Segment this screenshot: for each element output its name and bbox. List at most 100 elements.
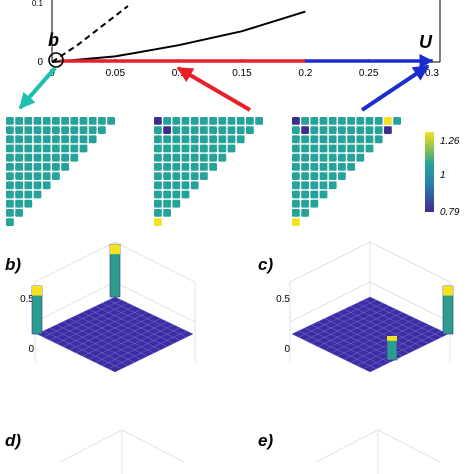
heatmap-cell	[310, 153, 319, 162]
heatmap-cell	[15, 199, 23, 208]
heatmap-cell	[236, 126, 245, 134]
heatmap-cell	[393, 117, 401, 125]
heatmap-cell	[42, 153, 51, 162]
heatmap-cell	[163, 172, 171, 180]
heatmap-cell	[98, 117, 106, 125]
heatmap-cell	[319, 126, 328, 134]
heatmap-cell	[15, 209, 23, 217]
heatmap-cell	[301, 209, 309, 217]
heatmap-cell	[33, 144, 42, 153]
map-b	[6, 117, 115, 226]
heatmap-cell	[181, 163, 190, 171]
heatmap-cell	[190, 153, 199, 162]
heatmap-cell	[301, 117, 309, 125]
heatmap-cell	[246, 126, 254, 134]
heatmap-cell	[365, 135, 374, 144]
heatmap-cell	[24, 163, 33, 171]
heatmap-cell	[154, 135, 162, 144]
heatmap-cell	[365, 126, 374, 134]
heatmap-cell	[79, 126, 88, 134]
heatmap-cell	[181, 172, 190, 180]
z-tick-0.5: 0.5	[20, 294, 34, 305]
panel-a-line-chart: 0 0.1 00.050.10.150.20.250.3 b U	[32, 0, 441, 79]
heatmap-cell	[384, 126, 392, 134]
heatmap-cell	[52, 153, 60, 162]
surface	[291, 296, 449, 373]
heatmap-cell	[6, 209, 14, 217]
heatmap-cell	[310, 117, 319, 125]
heatmap-cell	[154, 117, 162, 125]
heatmap-cell	[365, 117, 374, 125]
heatmap-cell	[6, 172, 14, 180]
heatmap-cell	[33, 181, 42, 190]
heatmap-cell	[200, 126, 208, 134]
peak-bar	[31, 285, 43, 335]
heatmap-cell	[33, 163, 42, 171]
heatmap-cell	[88, 117, 97, 125]
heatmap-cell	[319, 163, 328, 171]
heatmap-cell	[15, 172, 23, 180]
heatmap-cell	[319, 181, 328, 190]
panel-d-wireframe	[59, 429, 185, 474]
heatmap-cell	[154, 153, 162, 162]
heatmap-cell	[319, 117, 328, 125]
heatmap-cell	[209, 135, 217, 144]
heatmap-cell	[163, 181, 171, 190]
heatmap-cell	[301, 190, 309, 199]
heatmap-cell	[42, 117, 51, 125]
heatmap-cell	[328, 153, 337, 162]
heatmap-cell	[6, 218, 14, 226]
heatmap-cell	[338, 144, 346, 153]
heatmap-cell	[33, 153, 42, 162]
heatmap-cell	[172, 135, 181, 144]
z-tick-0: 0	[284, 344, 290, 355]
heatmap-cell	[218, 126, 227, 134]
heatmap-cell	[172, 117, 181, 125]
heatmap-cell	[61, 135, 69, 144]
peak-bar	[442, 285, 454, 335]
heatmap-cell	[61, 153, 69, 162]
heatmap-cell	[52, 126, 60, 134]
heatmap-cell	[24, 190, 33, 199]
heatmap-cell	[61, 163, 69, 171]
heatmap-cell	[356, 117, 365, 125]
heatmap-cell	[292, 117, 300, 125]
heatmap-cell	[310, 135, 319, 144]
heatmap-cell	[172, 163, 181, 171]
heatmap-cell	[154, 163, 162, 171]
heatmap-cell	[218, 117, 227, 125]
heatmap-cell	[292, 144, 300, 153]
heatmap-cell	[292, 209, 300, 217]
heatmap-cell	[356, 153, 365, 162]
heatmap-cell	[181, 153, 190, 162]
heatmap-cell	[200, 172, 208, 180]
heatmap-cell	[310, 126, 319, 134]
heatmap-cell	[24, 144, 33, 153]
heatmap-cell	[70, 135, 79, 144]
arrow-teal	[18, 66, 57, 110]
heatmap-cell	[347, 163, 355, 171]
heatmap-cell	[209, 144, 217, 153]
surface-gridline	[43, 330, 122, 370]
heatmap-cell	[24, 181, 33, 190]
series-line-solid	[51, 10, 306, 63]
heatmap-cell	[61, 144, 69, 153]
surface-gridline	[298, 330, 377, 370]
heatmap-cell	[70, 153, 79, 162]
heatmap-cell	[301, 199, 309, 208]
heatmap-cell	[338, 117, 346, 125]
heatmap-cell	[52, 135, 60, 144]
heatmap-cell	[292, 126, 300, 134]
heatmap-cell	[384, 117, 392, 125]
heatmap-cell	[338, 153, 346, 162]
peak-bar	[386, 335, 398, 361]
x-tick-label: 0.15	[232, 68, 252, 79]
heatmap-cell	[24, 135, 33, 144]
surface	[36, 296, 194, 373]
heatmap-cell	[200, 135, 208, 144]
heatmap-cell	[154, 199, 162, 208]
heatmap-cell	[301, 163, 309, 171]
heatmap-cell	[15, 153, 23, 162]
heatmap-cell	[79, 135, 88, 144]
